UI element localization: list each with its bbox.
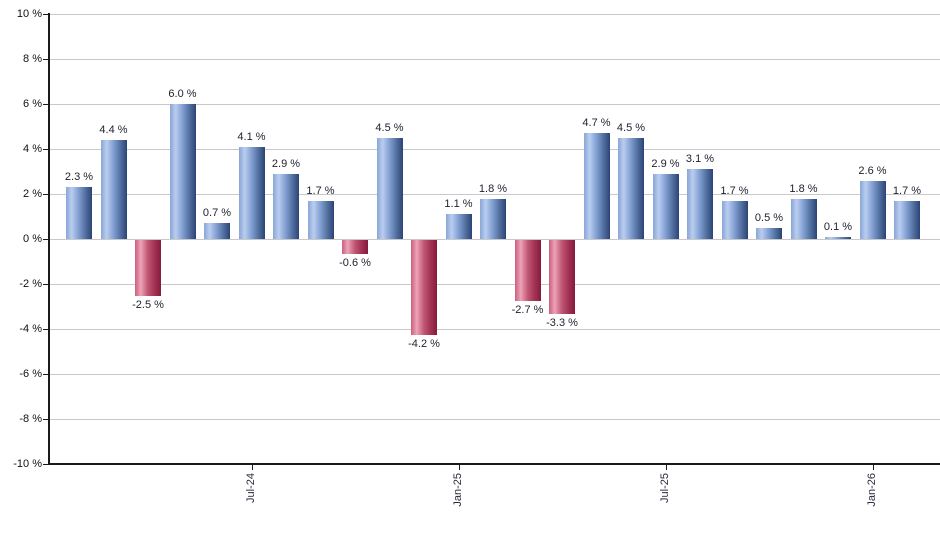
- x-tick-label: Jul-25: [658, 473, 671, 503]
- bar-positive: [652, 173, 679, 239]
- bar-positive: [894, 200, 920, 239]
- bar-positive: [238, 146, 265, 239]
- x-tick-label: Jul-24: [244, 473, 257, 503]
- bar-value-label: 0.5 %: [754, 211, 784, 224]
- gridline: [49, 14, 940, 15]
- bar-value-label: 0.7 %: [202, 207, 232, 220]
- y-tick-mark: [43, 464, 48, 465]
- bar-value-label: -4.2 %: [408, 337, 440, 350]
- bar-positive: [790, 198, 817, 239]
- bar-value-label: 4.1 %: [237, 130, 266, 143]
- y-tick-label: 10 %: [16, 8, 42, 20]
- bar-positive: [583, 133, 610, 239]
- bar-positive: [721, 200, 748, 239]
- bar-positive: [273, 173, 299, 239]
- bar-value-label: 2.9 %: [651, 157, 680, 170]
- y-tick-mark: [43, 419, 48, 420]
- x-tick-mark: [872, 465, 874, 470]
- bar-value-label: 2.6 %: [858, 164, 887, 177]
- bar-value-label: -2.7 %: [511, 303, 544, 316]
- gridline: [49, 239, 940, 240]
- y-tick-label: -4 %: [19, 323, 42, 335]
- bar-positive: [687, 169, 713, 239]
- gridline: [49, 329, 940, 330]
- y-axis-line: [48, 13, 50, 465]
- y-tick-label: -6 %: [19, 368, 42, 380]
- y-tick-mark: [43, 14, 48, 15]
- y-tick-label: 4 %: [23, 143, 42, 155]
- y-tick-mark: [43, 194, 48, 195]
- y-tick-mark: [43, 149, 48, 150]
- x-tick-mark: [458, 465, 460, 470]
- y-tick-mark: [43, 329, 48, 330]
- y-tick-label: -2 %: [19, 278, 42, 290]
- bar-value-label: -2.5 %: [132, 299, 164, 312]
- x-tick-label: Jan-26: [865, 473, 878, 507]
- bar-negative: [411, 240, 437, 335]
- bar-negative: [549, 240, 575, 315]
- x-tick-mark: [251, 465, 253, 470]
- bar-negative: [514, 240, 541, 301]
- gridline: [49, 59, 940, 60]
- bar-value-label: 1.1 %: [444, 198, 473, 211]
- bar-positive: [204, 223, 230, 239]
- bar-value-label: -3.3 %: [546, 317, 578, 330]
- y-tick-label: 8 %: [23, 53, 42, 65]
- bar-negative: [135, 240, 161, 297]
- y-tick-label: 0 %: [23, 233, 42, 245]
- bar-value-label: 1.8 %: [789, 182, 818, 195]
- bar-positive: [618, 137, 644, 239]
- gridline: [49, 284, 940, 285]
- gridline: [49, 374, 940, 375]
- bar-value-label: 2.9 %: [271, 157, 301, 170]
- y-tick-mark: [43, 374, 48, 375]
- bar-value-label: 1.7 %: [306, 184, 335, 197]
- bar-value-label: 3.1 %: [685, 153, 715, 166]
- bar-value-label: 4.5 %: [616, 121, 646, 134]
- y-tick-mark: [43, 104, 48, 105]
- x-axis-line: [48, 463, 940, 465]
- bar-positive: [66, 187, 92, 239]
- bar-negative: [342, 240, 368, 254]
- y-tick-label: -10 %: [13, 458, 42, 470]
- bar-value-label: 2.3 %: [64, 171, 94, 184]
- bar-value-label: 1.8 %: [478, 182, 508, 195]
- gridline: [49, 194, 940, 195]
- bar-value-label: 6.0 %: [168, 88, 197, 100]
- bar-value-label: 4.7 %: [582, 117, 611, 130]
- x-tick-label: Jan-25: [451, 473, 464, 507]
- y-tick-mark: [43, 239, 48, 240]
- y-tick-label: 2 %: [23, 188, 42, 200]
- x-tick-mark: [665, 465, 667, 470]
- bar-positive: [825, 236, 851, 239]
- bar-positive: [445, 214, 472, 239]
- y-tick-label: 6 %: [23, 98, 42, 110]
- plot-area: 2.3 % 4.4 % -2.5 % 6.0 % 0.7 % 4.1 % 2.9 % 1.7 …: [49, 14, 940, 464]
- bar-value-label: 0.1 %: [823, 220, 853, 233]
- bar-value-label: 4.5 %: [375, 121, 404, 134]
- bar-value-label: 1.7 %: [720, 184, 749, 197]
- gridline: [49, 419, 940, 420]
- y-tick-label: -8 %: [19, 413, 42, 425]
- y-tick-mark: [43, 59, 48, 60]
- bar-positive: [100, 140, 127, 239]
- gridline: [49, 149, 940, 150]
- bar-positive: [756, 227, 782, 239]
- bar-positive: [169, 104, 196, 239]
- y-tick-mark: [43, 284, 48, 285]
- bar-value-label: -0.6 %: [339, 256, 371, 269]
- bar-value-label: 1.7 %: [892, 184, 922, 197]
- bar-positive: [480, 198, 506, 239]
- bar-value-label: 4.4 %: [99, 124, 128, 136]
- bar-positive: [307, 200, 334, 239]
- bar-positive: [859, 180, 886, 239]
- gridline: [49, 104, 940, 105]
- bar-positive: [376, 137, 403, 239]
